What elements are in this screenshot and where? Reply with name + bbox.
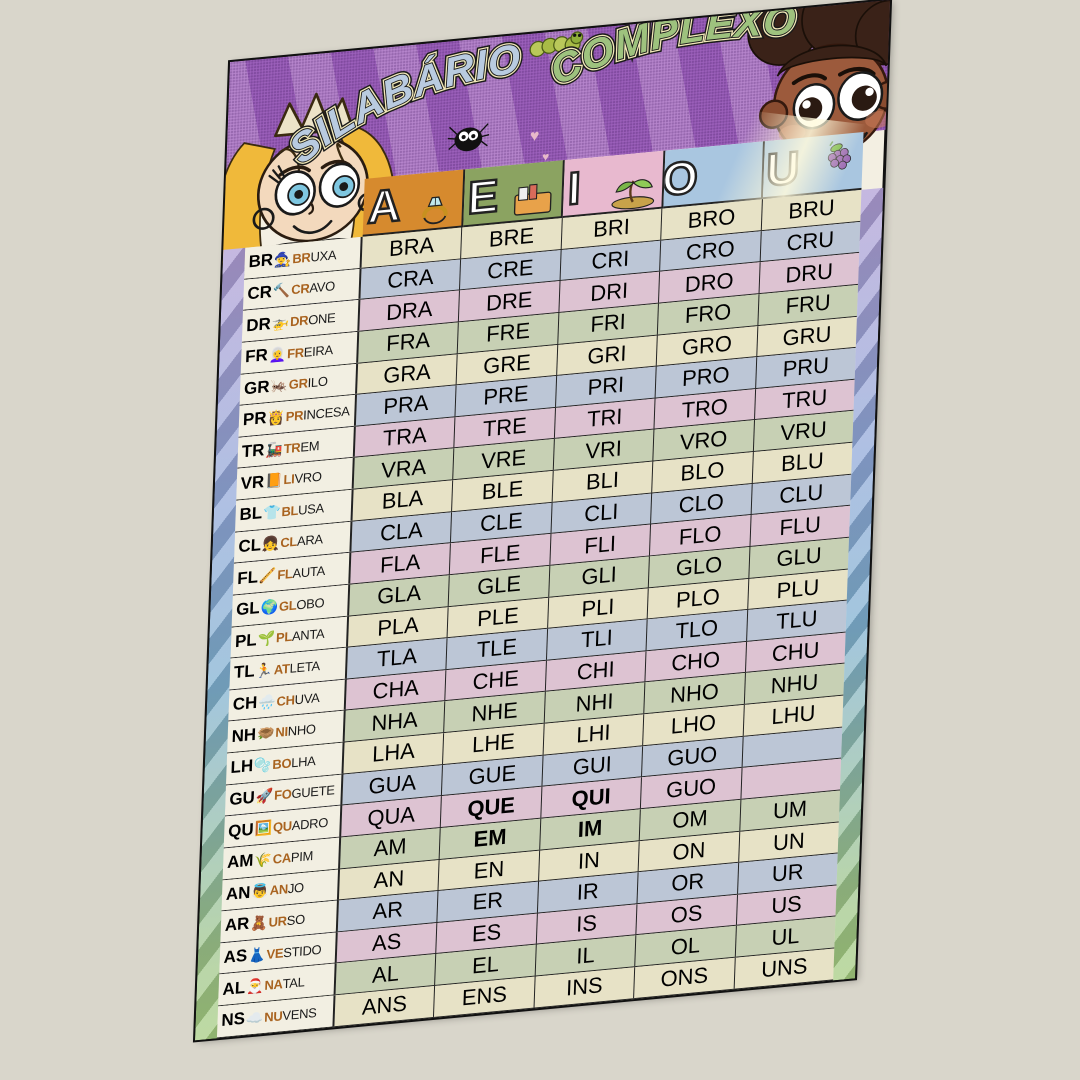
svg-text:SILABÁRIO: SILABÁRIO <box>280 35 523 175</box>
